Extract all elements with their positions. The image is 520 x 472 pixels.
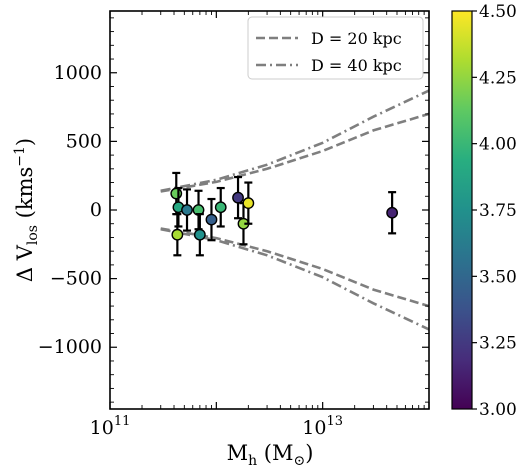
curve-upper-20kpc	[160, 112, 429, 193]
x-tick-label: 1013	[302, 414, 343, 439]
data-point	[232, 191, 244, 204]
data-point	[386, 206, 399, 219]
legend-label-40kpc: D = 40 kpc	[311, 56, 402, 75]
colorbar-tick-label: 4.25	[479, 68, 517, 88]
data-point	[214, 201, 227, 214]
y-tick-label: 0	[90, 199, 102, 221]
colorbar-tick-label: 3.00	[479, 400, 517, 420]
colorbar-tick-label: 3.25	[479, 334, 517, 354]
x-axis: 1011 1013	[90, 11, 430, 439]
colorbar-tick-label: 3.50	[479, 267, 517, 287]
data-point	[193, 228, 206, 241]
curve-lower-20kpc	[160, 227, 429, 308]
curve-upper-40kpc	[160, 89, 429, 193]
data-point	[171, 228, 184, 241]
y-tick-label: 500	[66, 130, 102, 152]
y-tick-label: 1000	[54, 62, 102, 84]
colorbar	[451, 10, 473, 410]
y-axis: 1000 500 0 −500 −1000	[38, 17, 429, 403]
x-axis-label: Mh (M⊙)	[227, 441, 314, 469]
data-points	[170, 171, 399, 257]
y-axis-label: Δ Vlos (kms−1)	[12, 138, 41, 282]
colorbar-tick-label: 4.00	[479, 135, 517, 155]
legend: D = 20 kpc D = 40 kpc	[247, 16, 424, 80]
y-tick-label: −1000	[38, 336, 102, 358]
curve-lower-40kpc	[160, 227, 429, 331]
data-point	[242, 197, 255, 210]
data-point	[205, 213, 218, 226]
y-tick-label: −500	[50, 268, 102, 290]
colorbar-ticks: 4.50 4.25 4.00 3.75 3.50 3.25 3.00	[472, 2, 517, 420]
legend-label-20kpc: D = 20 kpc	[311, 29, 402, 48]
model-curves	[160, 89, 429, 331]
legend-box	[247, 16, 424, 80]
x-tick-label: 1011	[90, 414, 131, 439]
colorbar-tick-label: 3.75	[479, 201, 517, 221]
colorbar-tick-label: 4.50	[479, 2, 517, 22]
data-point	[170, 187, 183, 200]
data-point	[181, 204, 193, 216]
